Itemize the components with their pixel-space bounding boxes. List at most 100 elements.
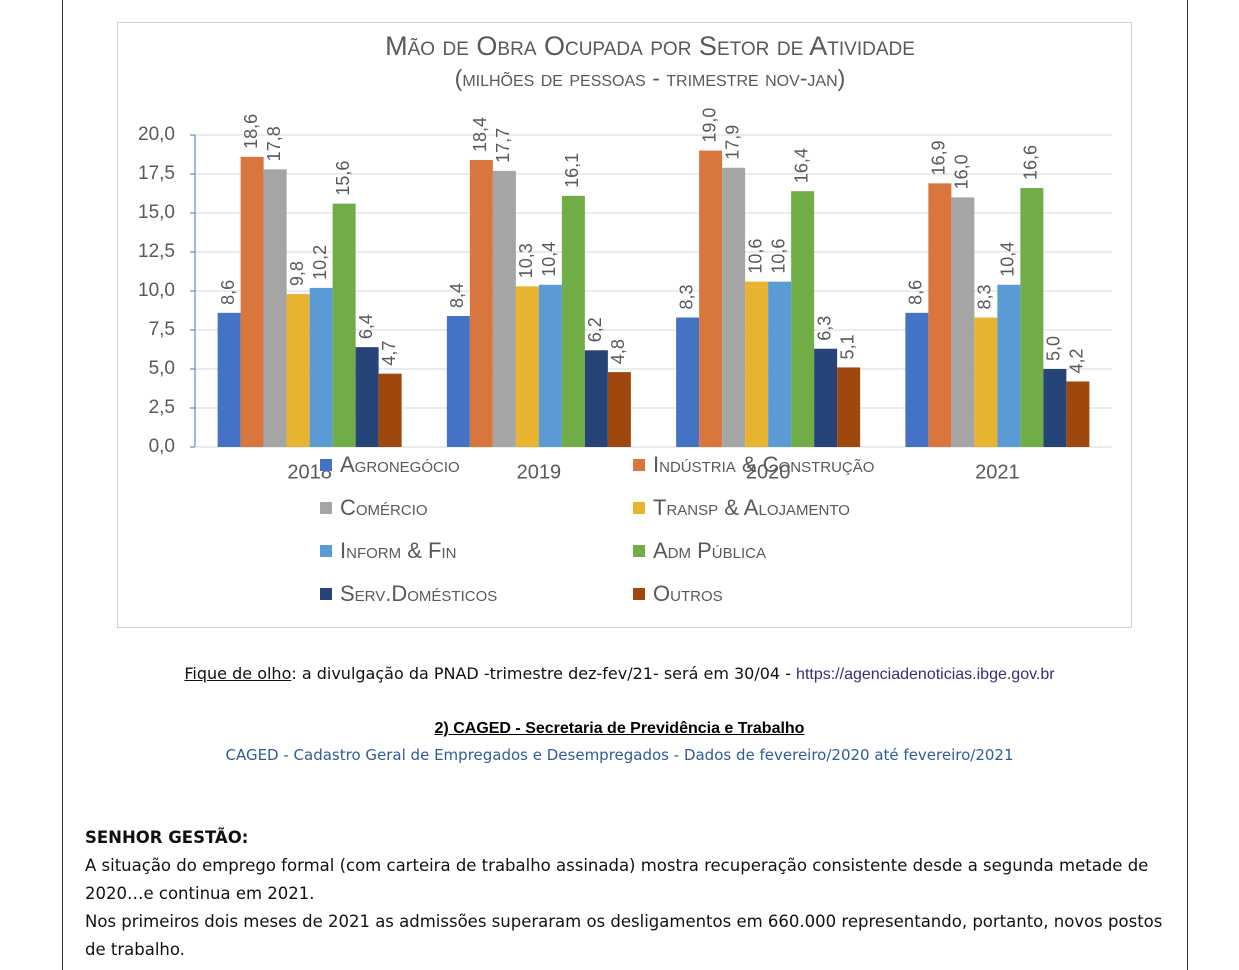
y-tick-label: 5,0	[149, 358, 175, 379]
data-label: 10,6	[745, 239, 765, 274]
data-label: 19,0	[699, 108, 719, 143]
bar	[286, 294, 310, 447]
bar	[561, 195, 585, 447]
data-label: 10,4	[539, 242, 559, 277]
y-tick-label: 17,5	[138, 163, 175, 184]
paragraph: Nos primeiros dois meses de 2021 as admi…	[85, 912, 1163, 959]
bar	[722, 167, 746, 447]
legend-label: Inform & Fin	[340, 538, 456, 563]
y-tick-label: 10,0	[138, 280, 175, 301]
bar	[928, 183, 952, 448]
x-tick-label: 2019	[517, 461, 562, 483]
data-label: 6,2	[585, 317, 605, 342]
lead: SENHOR GESTÃO:	[85, 828, 249, 847]
data-label: 16,1	[562, 153, 582, 188]
data-label: 8,6	[218, 280, 238, 305]
bar	[1066, 381, 1090, 447]
y-tick-label: 20,0	[138, 124, 175, 145]
data-label: 15,6	[333, 161, 353, 196]
bar	[309, 287, 333, 447]
data-label: 18,6	[241, 114, 261, 149]
bar	[745, 281, 769, 447]
data-label: 9,8	[287, 261, 307, 286]
bar	[974, 317, 998, 447]
bar	[492, 170, 516, 447]
bar	[814, 348, 838, 447]
note-text: : a divulgação da PNAD -trimestre dez-fe…	[291, 664, 797, 683]
data-label: 10,4	[998, 242, 1018, 277]
x-tick-label: 2021	[975, 461, 1020, 483]
chart-title: Mão de Obra Ocupada por Setor de Ativida…	[385, 31, 915, 61]
legend-swatch	[320, 545, 332, 557]
data-label: 17,7	[493, 128, 513, 163]
legend-swatch	[633, 588, 645, 600]
data-label: 5,1	[837, 334, 857, 359]
data-label: 4,8	[608, 339, 628, 364]
bar	[469, 159, 493, 447]
legend-label: Serv.Domésticos	[340, 581, 497, 606]
legend-swatch	[320, 459, 332, 471]
data-label: 16,4	[791, 148, 811, 183]
bar	[332, 203, 356, 447]
bar	[355, 347, 379, 447]
legend-swatch	[320, 502, 332, 514]
section-heading: 2) CAGED - Secretaria de Previdência e T…	[434, 720, 805, 737]
note: Fique de olho: a divulgação da PNAD -tri…	[0, 664, 1239, 684]
data-label: 6,4	[356, 314, 376, 339]
body-text: SENHOR GESTÃO: A situação do emprego for…	[85, 824, 1175, 964]
bar	[217, 312, 241, 447]
data-label: 10,3	[516, 243, 536, 278]
bar	[538, 284, 562, 447]
data-label: 16,6	[1021, 145, 1041, 180]
data-label: 16,9	[929, 140, 949, 175]
legend-label: Comércio	[340, 495, 428, 520]
bar	[1043, 369, 1067, 447]
note-link[interactable]: https://agenciadenoticias.ibge.gov.br	[796, 666, 1055, 683]
legend-swatch	[633, 545, 645, 557]
data-label: 16,0	[952, 154, 972, 189]
legend-swatch	[633, 459, 645, 471]
y-tick-label: 12,5	[138, 241, 175, 262]
bar	[699, 150, 723, 447]
bar	[837, 367, 861, 447]
legend-label: Adm Pública	[653, 538, 766, 563]
legend-swatch	[320, 588, 332, 600]
chart-subtitle: (milhões de pessoas - trimestre nov-jan)	[455, 65, 846, 91]
bar	[240, 156, 264, 447]
chart: Mão de Obra Ocupada por Setor de Ativida…	[117, 22, 1132, 628]
bar	[584, 350, 608, 447]
legend-label: Indústria & Construção	[653, 452, 874, 477]
bar	[446, 315, 470, 447]
bar	[378, 373, 402, 447]
bar	[768, 281, 792, 447]
y-tick-label: 15,0	[138, 202, 175, 223]
data-label: 10,2	[310, 245, 330, 280]
bar	[951, 197, 975, 447]
bar	[676, 317, 700, 447]
data-label: 8,3	[676, 284, 696, 309]
data-label: 17,8	[264, 126, 284, 161]
data-label: 8,6	[906, 280, 926, 305]
paragraph: A situação do emprego formal (com cartei…	[85, 856, 1149, 903]
data-label: 18,4	[470, 117, 490, 152]
bar	[607, 372, 631, 447]
data-label: 4,7	[379, 341, 399, 366]
y-tick-label: 2,5	[149, 397, 175, 418]
data-label: 8,4	[447, 283, 467, 308]
bar	[791, 191, 815, 447]
bar	[515, 286, 539, 447]
data-label: 17,9	[722, 125, 742, 160]
bar	[997, 284, 1021, 447]
page-border	[1187, 0, 1188, 970]
y-tick-label: 0,0	[149, 436, 175, 457]
legend-swatch	[633, 502, 645, 514]
x-tick-label: 2020	[746, 461, 791, 483]
page-border	[62, 0, 63, 970]
data-label: 8,3	[975, 284, 995, 309]
data-label: 6,3	[814, 316, 834, 341]
bar	[263, 169, 287, 447]
note-label: Fique de olho	[184, 664, 292, 683]
data-label: 5,0	[1044, 336, 1064, 361]
section-subheading: CAGED - Cadastro Geral de Empregados e D…	[225, 746, 1014, 764]
